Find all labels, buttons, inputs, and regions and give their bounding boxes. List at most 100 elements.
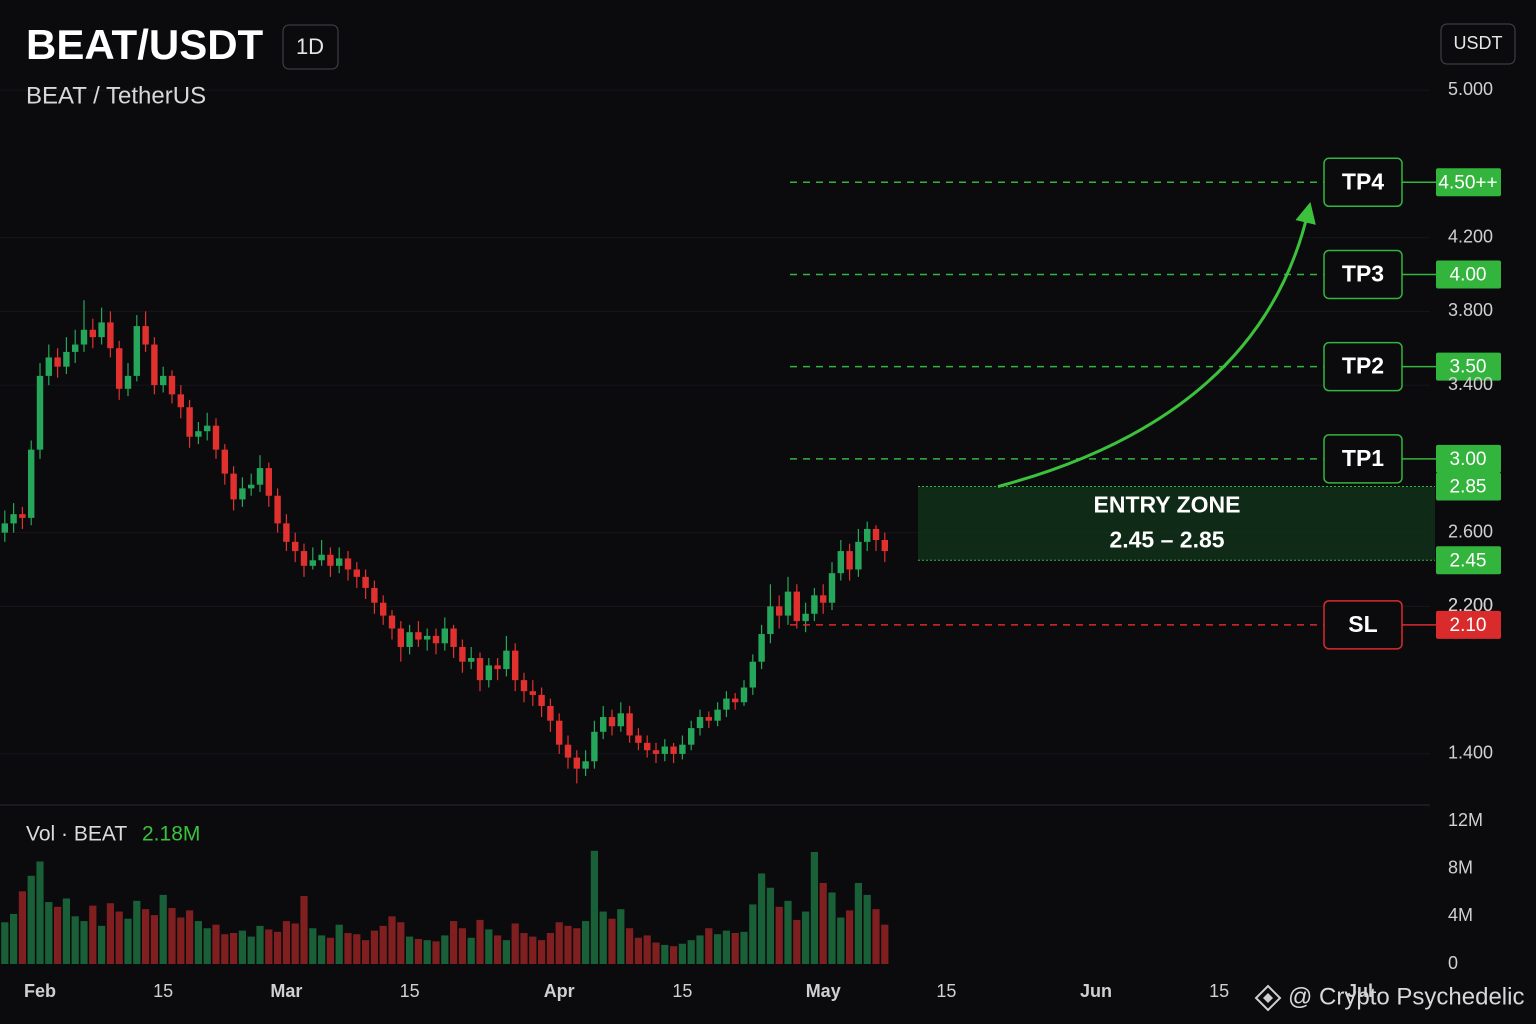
candle-body: [864, 528, 871, 542]
volume-bar: [784, 900, 792, 964]
candle-body: [63, 351, 70, 367]
candle-body: [591, 731, 598, 762]
volume-bar: [291, 923, 299, 964]
volume-bar: [71, 916, 79, 964]
volume-bar: [793, 919, 801, 964]
candle-body: [124, 375, 132, 389]
volume-bar: [846, 910, 854, 964]
candle-body: [10, 514, 17, 524]
candle-body: [388, 615, 396, 629]
volume-bar: [555, 922, 563, 964]
volume-last: 2.18M: [142, 823, 200, 846]
candle-body: [300, 551, 308, 566]
y-tick-label: 3.400: [1448, 374, 1493, 394]
level-tag-label: 3.50: [1450, 357, 1487, 378]
x-tick-label: May: [806, 981, 841, 1001]
volume-bar: [441, 935, 449, 964]
level-name: SL: [1348, 611, 1377, 637]
volume-bar: [27, 875, 35, 964]
volume-label: Vol · BEAT: [26, 823, 127, 846]
volume-bar: [142, 909, 150, 964]
volume-bar: [731, 933, 739, 964]
level-tag: [1436, 610, 1501, 639]
candle-body: [635, 735, 642, 743]
level-name: TP2: [1342, 353, 1384, 379]
candle-body: [564, 744, 572, 758]
volume-bar: [854, 882, 862, 964]
volume-bar: [802, 911, 810, 964]
subtitle: BEAT / TetherUS: [26, 82, 206, 109]
candle-body: [432, 635, 440, 644]
volume-bar: [608, 918, 616, 964]
volume-bar: [467, 937, 475, 964]
candle-body: [503, 650, 510, 670]
overlay: ENTRY ZONE 2.45 – 2.85 2.85 2.45 TP4 4.50++ TP…: [790, 157, 1501, 650]
candle-body: [292, 541, 299, 552]
candle-body: [696, 717, 704, 729]
volume-bar: [335, 924, 343, 964]
level-tag-label: 4.00: [1450, 264, 1487, 285]
candle-body: [485, 665, 492, 681]
candle-body: [116, 348, 123, 389]
volume-bar: [89, 905, 97, 964]
level-tag-label: 2.10: [1450, 615, 1487, 636]
candle-body: [749, 661, 756, 688]
candle-body: [142, 326, 149, 345]
x-tick-label: 15: [1209, 981, 1229, 1001]
volume-bar: [282, 921, 290, 964]
candle-body: [274, 495, 281, 524]
x-tick-label: 15: [672, 981, 692, 1001]
candle-body: [837, 551, 844, 574]
candle-body: [476, 658, 484, 681]
candle-body: [98, 322, 105, 338]
candle-body: [353, 569, 360, 577]
volume-bar: [247, 936, 255, 964]
volume-bar: [643, 935, 651, 964]
volume-bar: [758, 873, 766, 964]
volume-tick-label: 4M: [1448, 905, 1473, 925]
volume-bar: [634, 937, 642, 964]
volume-bar: [344, 933, 352, 964]
candle-body: [758, 634, 765, 662]
candle-body: [344, 558, 352, 570]
volume-bar: [511, 923, 519, 964]
candle-body: [28, 449, 35, 518]
volume-bar: [353, 934, 361, 964]
candle-body: [582, 761, 589, 769]
volume-bar: [80, 921, 88, 964]
candle-body: [371, 587, 378, 603]
candle-body: [828, 573, 836, 603]
volume-bar: [397, 922, 405, 964]
candle-body: [872, 528, 880, 540]
level-name: TP3: [1342, 261, 1384, 287]
candle-body: [846, 551, 853, 570]
candle-body: [160, 375, 167, 386]
candle-body: [256, 468, 264, 485]
volume-bar: [687, 940, 695, 964]
candle-body: [644, 742, 651, 751]
candle-body: [19, 514, 26, 518]
volume-bar: [274, 931, 282, 964]
level-name: TP4: [1342, 168, 1384, 194]
y-tick-label: 2.200: [1448, 595, 1493, 615]
volume-bar: [828, 892, 836, 964]
candle-body: [573, 757, 580, 769]
volume-bar: [98, 925, 106, 964]
candle-body: [820, 595, 827, 603]
volume-bar: [432, 941, 440, 964]
volume-tick-label: 8M: [1448, 857, 1473, 877]
candle-body: [723, 698, 730, 710]
target-arrow: [997, 202, 1316, 488]
x-tick-label: Apr: [544, 981, 575, 1001]
x-tick-label: 15: [936, 981, 956, 1001]
entry-zone-range: 2.45 – 2.85: [1109, 526, 1224, 552]
candle-body: [547, 705, 554, 721]
volume-bar: [881, 924, 889, 964]
volume-bar: [309, 928, 317, 964]
candle-body: [626, 713, 633, 736]
volume-bar: [256, 925, 264, 964]
volume-bar: [546, 933, 554, 964]
currency-box: [1440, 23, 1516, 65]
candles: [1, 300, 888, 784]
